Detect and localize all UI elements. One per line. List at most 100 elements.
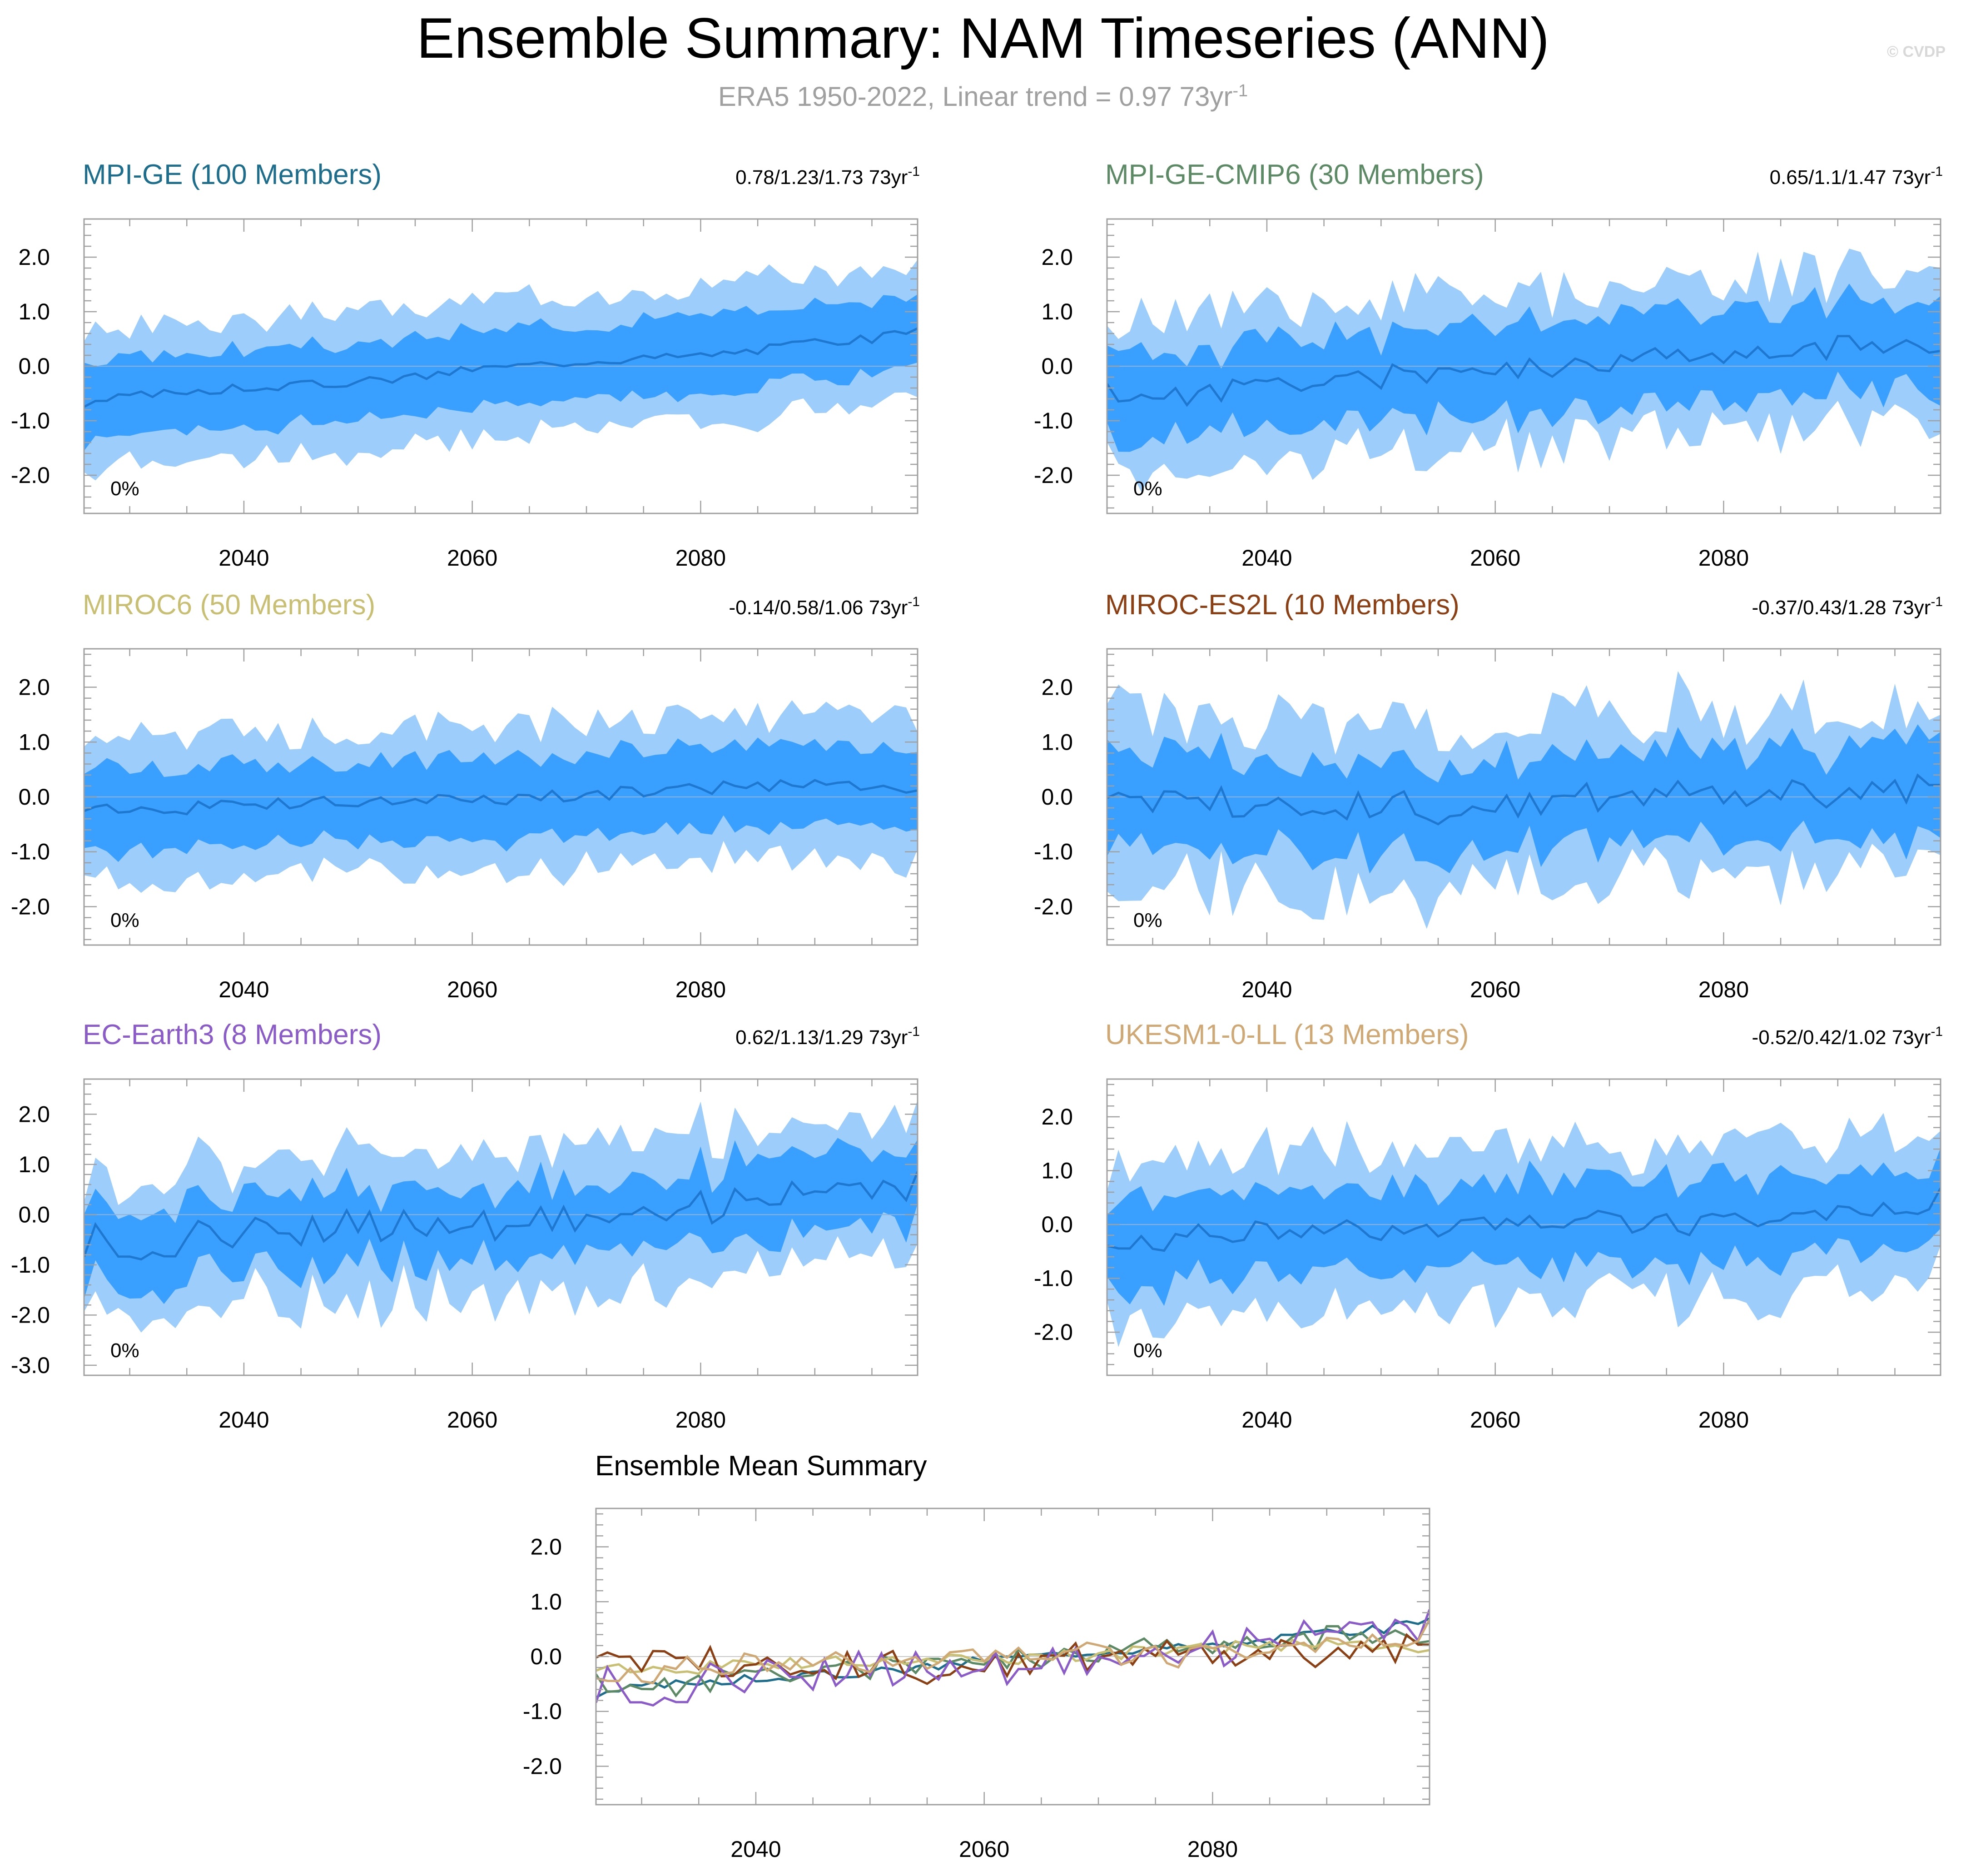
- trend-superscript: -1: [1931, 164, 1943, 179]
- y-tick-label: 0.0: [1041, 784, 1073, 810]
- x-tick-label: 2060: [1470, 545, 1520, 571]
- subtitle-superscript: -1: [1232, 81, 1248, 100]
- plot-frame: [83, 1078, 918, 1376]
- y-tick-label: 2.0: [1041, 244, 1073, 270]
- y-tick-label: 0.0: [530, 1644, 562, 1669]
- y-tick-label: -2.0: [523, 1753, 562, 1779]
- x-tick-label: 2060: [1470, 977, 1520, 1002]
- ensemble-mean-line: [1107, 773, 1941, 826]
- y-tick-label: 0.0: [1041, 353, 1073, 379]
- y-tick-label: -2.0: [11, 894, 50, 919]
- trend-superscript: -1: [1931, 1024, 1943, 1039]
- x-tick-label: 2060: [447, 545, 497, 571]
- percent-label: 0%: [110, 1339, 139, 1362]
- y-tick-label: 2.0: [18, 675, 50, 700]
- inner-spread-band: [1107, 724, 1941, 874]
- chart-panel-0: MPI-GE (100 Members) 0.78/1.23/1.73 73yr-…: [11, 159, 920, 571]
- y-tick-label: -1.0: [1034, 1266, 1073, 1291]
- trend-superscript: -1: [908, 164, 920, 179]
- x-tick-label: 2040: [218, 1407, 269, 1433]
- y-tick-label: 1.0: [18, 299, 50, 324]
- chart-panel-1: MPI-GE-CMIP6 (30 Members) 0.65/1.1/1.47 7…: [1034, 159, 1943, 571]
- y-tick-label: 1.0: [1041, 1158, 1073, 1184]
- percent-label: 0%: [1133, 909, 1162, 931]
- subtitle-text: ERA5 1950-2022, Linear trend = 0.97 73yr: [718, 81, 1233, 112]
- x-tick-label: 2080: [1698, 1407, 1749, 1433]
- trend-label: -0.37/0.43/1.28 73yr-1: [1752, 594, 1943, 619]
- x-tick-label: 2080: [675, 977, 726, 1002]
- y-tick-label: 2.0: [1041, 675, 1073, 700]
- trend-label: -0.52/0.42/1.02 73yr-1: [1752, 1024, 1943, 1049]
- inner-spread-band: [84, 1138, 918, 1304]
- trend-value: 0.78/1.23/1.73 73yr: [735, 166, 908, 189]
- figure-subtitle: ERA5 1950-2022, Linear trend = 0.97 73yr…: [0, 73, 1966, 115]
- x-tick-label: 2040: [218, 977, 269, 1002]
- chart-panel-2: MIROC6 (50 Members) -0.14/0.58/1.06 73yr-…: [11, 589, 920, 1002]
- y-tick-label: -1.0: [11, 1252, 50, 1278]
- plot-area: [1107, 1113, 1941, 1347]
- plot-area: [84, 259, 918, 481]
- x-tick-label: 2040: [1241, 1407, 1292, 1433]
- x-tick-label: 2080: [675, 545, 726, 571]
- y-tick-label: 2.0: [530, 1534, 562, 1560]
- chart-panel-3: MIROC-ES2L (10 Members) -0.37/0.43/1.28 7…: [1034, 589, 1943, 1002]
- y-tick-label: 1.0: [530, 1589, 562, 1614]
- ensemble-mean-line: [1107, 335, 1941, 407]
- y-tick-label: 0.0: [18, 784, 50, 810]
- credit-label: © CVDP: [1887, 43, 1946, 60]
- x-tick-label: 2040: [730, 1836, 781, 1862]
- panel-title: MPI-GE (100 Members): [83, 159, 382, 190]
- x-tick-label: 2060: [447, 1407, 497, 1433]
- y-tick-label: -2.0: [1034, 894, 1073, 919]
- panel-title: EC-Earth3 (8 Members): [83, 1019, 382, 1050]
- plot-area: [1107, 249, 1941, 492]
- x-tick-label: 2080: [1187, 1836, 1238, 1862]
- x-tick-label: 2080: [675, 1407, 726, 1433]
- inner-spread-band: [84, 294, 918, 451]
- y-tick-label: 2.0: [18, 244, 50, 270]
- chart-panel-5: UKESM1-0-LL (13 Members) -0.52/0.42/1.02 …: [1034, 1019, 1943, 1433]
- x-tick-label: 2040: [1241, 545, 1292, 571]
- y-tick-label: 1.0: [1041, 299, 1073, 324]
- x-tick-label: 2080: [1698, 977, 1749, 1002]
- y-tick-label: 0.0: [18, 1202, 50, 1227]
- figure-title: Ensemble Summary: NAM Timeseries (ANN): [417, 7, 1549, 70]
- plot-area: [84, 700, 918, 893]
- trend-label: -0.14/0.58/1.06 73yr-1: [729, 594, 920, 619]
- y-tick-label: 0.0: [18, 353, 50, 379]
- ensemble-mean-line: [1107, 1187, 1941, 1252]
- series-line-UKESM1-0-LL: [596, 1619, 1430, 1685]
- plot-area: [84, 1100, 918, 1333]
- inner-spread-band: [84, 737, 918, 862]
- panel-title: MPI-GE-CMIP6 (30 Members): [1105, 159, 1484, 190]
- chart-panel-4: EC-Earth3 (8 Members) 0.62/1.13/1.29 73yr…: [11, 1019, 920, 1433]
- ensemble-mean-line: [84, 1171, 918, 1261]
- trend-label: 0.65/1.1/1.47 73yr-1: [1770, 164, 1943, 189]
- inner-spread-band: [1107, 1148, 1941, 1306]
- y-tick-label: -2.0: [1034, 1319, 1073, 1345]
- x-tick-label: 2060: [447, 977, 497, 1002]
- trend-value: -0.52/0.42/1.02 73yr: [1752, 1026, 1931, 1049]
- trend-label: 0.78/1.23/1.73 73yr-1: [735, 164, 920, 189]
- y-tick-label: 1.0: [1041, 729, 1073, 755]
- percent-label: 0%: [110, 478, 139, 500]
- percent-label: 0%: [110, 909, 139, 931]
- y-tick-label: 2.0: [18, 1101, 50, 1127]
- panel-title: MIROC-ES2L (10 Members): [1105, 589, 1460, 621]
- y-tick-label: -1.0: [1034, 839, 1073, 865]
- plot-frame: [1106, 1078, 1941, 1376]
- y-tick-label: -1.0: [523, 1699, 562, 1724]
- x-tick-label: 2040: [218, 545, 269, 571]
- ensemble-mean-line: [84, 327, 918, 408]
- trend-value: -0.14/0.58/1.06 73yr: [729, 597, 908, 619]
- trend-value: 0.65/1.1/1.47 73yr: [1770, 166, 1931, 189]
- y-tick-label: -1.0: [11, 408, 50, 433]
- series-line-MIROC-ES2L: [596, 1633, 1430, 1685]
- y-tick-label: -2.0: [1034, 463, 1073, 488]
- ensemble-mean-line: [84, 779, 918, 816]
- y-tick-label: 0.0: [1041, 1212, 1073, 1237]
- y-tick-label: -1.0: [1034, 408, 1073, 433]
- y-tick-label: -2.0: [11, 463, 50, 488]
- x-tick-label: 2060: [959, 1836, 1009, 1862]
